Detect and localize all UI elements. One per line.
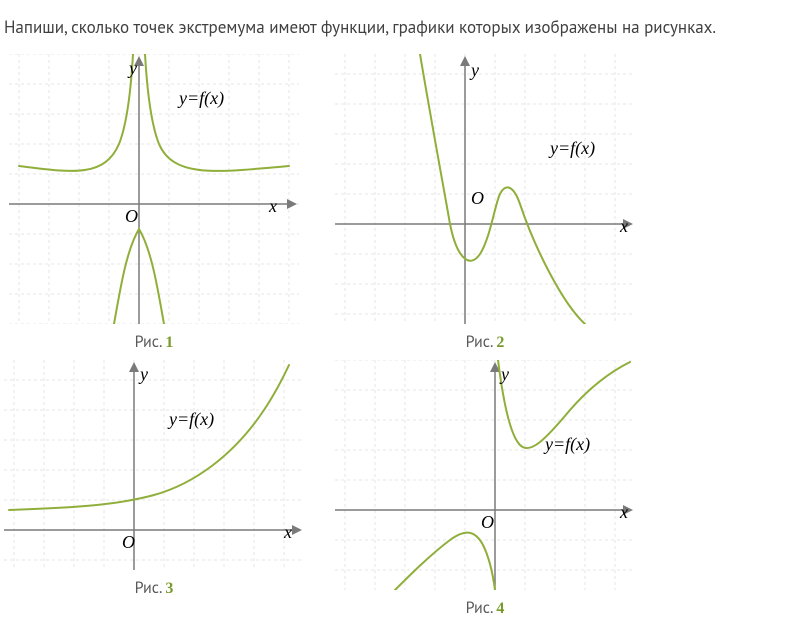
grid — [335, 360, 635, 590]
origin-label: O — [125, 206, 138, 226]
function-label: y=f(x) — [177, 88, 224, 109]
curves — [19, 54, 289, 324]
function-label: y=f(x) — [543, 434, 590, 455]
x-axis-label: x — [268, 196, 277, 216]
y-axis-label: y — [499, 364, 509, 384]
curves — [395, 360, 630, 590]
prompt-text: Напиши, сколько точек экстремума имеют ф… — [4, 16, 785, 40]
plot-1: y x Oy=f(x) — [9, 54, 299, 324]
figure-1: y x Oy=f(x) Рис. 1 — [4, 54, 304, 352]
origin-label: O — [122, 532, 135, 552]
function-label: y=f(x) — [167, 409, 214, 430]
axes — [9, 56, 297, 324]
figure-3: y x Oy=f(x) Рис. 3 — [4, 360, 304, 598]
grid — [9, 54, 299, 324]
plot-2: y x Oy=f(x) — [335, 54, 635, 324]
caption-number: 2 — [496, 334, 504, 351]
caption-prefix: Рис. — [466, 332, 497, 352]
axes — [4, 362, 302, 570]
caption-2: Рис. 2 — [466, 332, 505, 352]
y-axis-label: y — [127, 58, 137, 78]
origin-label: O — [481, 512, 494, 532]
axes — [335, 362, 633, 590]
caption-prefix: Рис. — [466, 598, 497, 618]
grid — [335, 54, 635, 324]
caption-number: 1 — [165, 334, 173, 351]
x-axis-label: x — [283, 522, 292, 542]
caption-1: Рис. 1 — [135, 332, 174, 352]
caption-number: 4 — [496, 600, 504, 617]
caption-prefix: Рис. — [135, 332, 166, 352]
y-axis-label: y — [469, 60, 479, 80]
figure-2: y x Oy=f(x) Рис. 2 — [320, 54, 650, 352]
caption-number: 3 — [165, 580, 173, 597]
caption-prefix: Рис. — [135, 578, 166, 598]
figure-4: y x Oy=f(x) Рис. 4 — [320, 360, 650, 618]
function-label: y=f(x) — [548, 138, 595, 159]
plot-3: y x Oy=f(x) — [4, 360, 304, 570]
y-axis-label: y — [138, 364, 148, 384]
x-axis-label: x — [619, 216, 628, 236]
curves — [9, 365, 289, 510]
plot-4: y x Oy=f(x) — [335, 360, 635, 590]
origin-label: O — [471, 188, 484, 208]
x-axis-label: x — [619, 502, 628, 522]
grid — [4, 360, 304, 570]
caption-4: Рис. 4 — [466, 598, 505, 618]
caption-3: Рис. 3 — [135, 578, 174, 598]
figures-grid: y x Oy=f(x) Рис. 1 y x Oy=f(x) Рис. 2 y x Oy=f… — [4, 54, 785, 618]
